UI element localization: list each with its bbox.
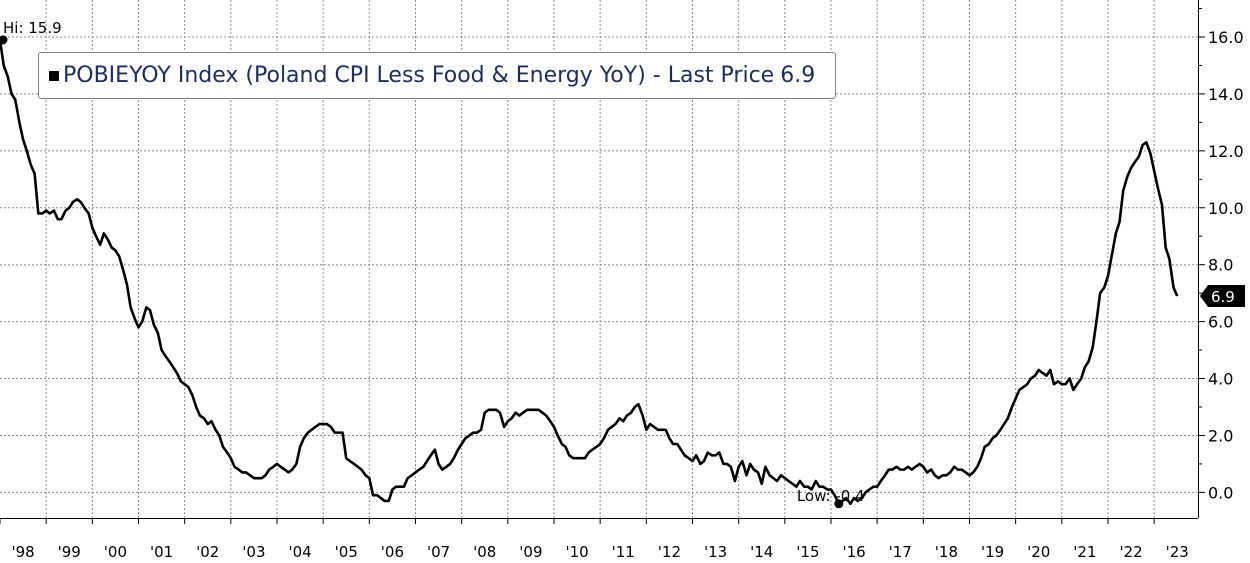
x-tick-label: '10 bbox=[565, 543, 588, 561]
y-tick-label: 6.0 bbox=[1208, 313, 1233, 332]
x-tick-label: '03 bbox=[242, 543, 265, 561]
x-tick-label: '23 bbox=[1166, 543, 1189, 561]
y-axis: 0.0 2.0 4.0 6.0 8.0 10.0 12.0 14.0 16.0 bbox=[1198, 8, 1244, 502]
x-tick-label: '16 bbox=[842, 543, 865, 561]
legend-swatch bbox=[49, 70, 59, 81]
low-label: Low: -0.4 bbox=[797, 487, 865, 505]
x-tick-label: '12 bbox=[658, 543, 681, 561]
y-tick-label: 10.0 bbox=[1208, 199, 1244, 218]
x-tick-label: '98 bbox=[11, 543, 34, 561]
x-tick-label: '05 bbox=[335, 543, 358, 561]
x-tick-label: '99 bbox=[58, 543, 81, 561]
last-price-badge: 6.9 bbox=[1200, 285, 1245, 307]
x-tick-label: '08 bbox=[473, 543, 496, 561]
x-tick-label: '22 bbox=[1119, 543, 1142, 561]
legend: POBIEYOY Index (Poland CPI Less Food & E… bbox=[38, 52, 836, 99]
y-tick-label: 4.0 bbox=[1208, 370, 1233, 389]
x-tick-label: '02 bbox=[196, 543, 219, 561]
x-tick-label: '13 bbox=[704, 543, 727, 561]
x-tick-label: '06 bbox=[381, 543, 404, 561]
legend-last-value: 6.9 bbox=[780, 63, 816, 88]
high-label: Hi: 15.9 bbox=[3, 19, 62, 37]
y-tick-label: 14.0 bbox=[1208, 85, 1244, 104]
y-tick-label: 0.0 bbox=[1208, 483, 1233, 502]
x-tick-label: '15 bbox=[796, 543, 819, 561]
x-tick-label: '11 bbox=[612, 543, 635, 561]
x-tick-label: '01 bbox=[150, 543, 173, 561]
x-tick-label: '18 bbox=[935, 543, 958, 561]
x-tick-label: '04 bbox=[288, 543, 311, 561]
x-tick-label: '21 bbox=[1073, 543, 1096, 561]
legend-last-label: - Last Price bbox=[652, 63, 775, 88]
x-tick-label: '14 bbox=[750, 543, 773, 561]
x-tick-label: '07 bbox=[427, 543, 450, 561]
legend-ticker: POBIEYOY Index bbox=[63, 63, 239, 88]
y-tick-label: 16.0 bbox=[1208, 28, 1244, 47]
x-axis: '98 '99 '00 '01 '02 '03 '04 '05 '06 '07 '08 '09 '10 '… bbox=[0, 518, 1189, 561]
x-tick-label: '00 bbox=[104, 543, 127, 561]
y-tick-label: 12.0 bbox=[1208, 142, 1244, 161]
last-price-badge-value: 6.9 bbox=[1211, 288, 1235, 306]
x-tick-label: '19 bbox=[981, 543, 1004, 561]
series-line-pobieyoy bbox=[0, 39, 1179, 506]
high-point-marker bbox=[0, 35, 8, 45]
low-point-marker bbox=[834, 499, 844, 509]
x-tick-label: '20 bbox=[1027, 543, 1050, 561]
legend-description: (Poland CPI Less Food & Energy YoY) bbox=[245, 63, 646, 88]
y-tick-label: 8.0 bbox=[1208, 256, 1233, 275]
y-tick-label: 2.0 bbox=[1208, 426, 1233, 445]
x-tick-label: '09 bbox=[519, 543, 542, 561]
x-tick-label: '17 bbox=[889, 543, 912, 561]
